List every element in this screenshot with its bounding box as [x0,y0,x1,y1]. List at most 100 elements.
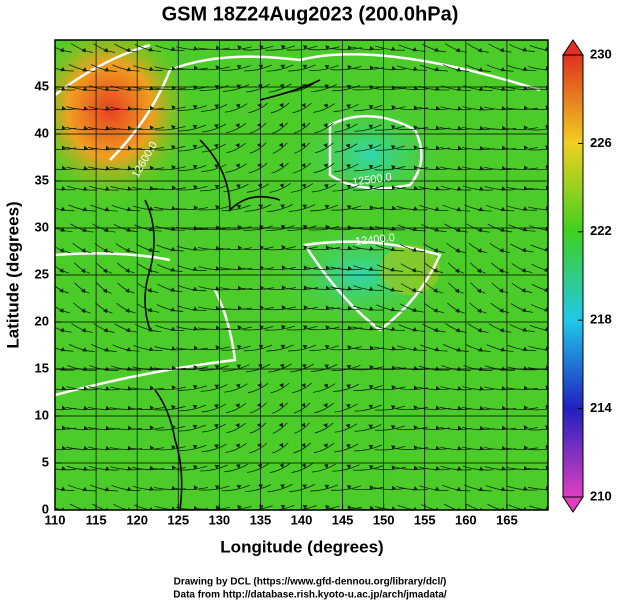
streamline [418,466,450,471]
arrowhead [278,422,284,428]
streamline [246,83,271,93]
arrowhead [369,246,374,251]
arrowhead [302,504,308,510]
arrowhead [476,288,482,294]
arrowhead [214,464,220,470]
arrowhead [279,363,285,369]
streamline [294,142,311,154]
arrowhead [345,123,351,129]
streamline [197,47,231,50]
arrowhead [59,308,64,313]
streamline [137,283,159,293]
streamline [395,107,429,110]
streamline [334,123,358,133]
arrowhead [58,288,64,294]
arrowhead [215,484,220,490]
arrowhead [500,66,506,72]
arrowhead [455,47,461,53]
streamline [292,102,312,114]
arrowhead [193,485,198,491]
streamline [396,447,429,450]
streamline [109,407,143,410]
streamline [74,282,90,294]
streamline [313,163,335,174]
arrowhead [544,326,548,332]
arrowhead [83,125,88,131]
streamline [353,164,383,172]
streamline [314,142,334,154]
streamline [154,66,186,71]
streamline [464,204,492,212]
arrowhead [303,245,308,251]
streamline [271,162,289,174]
arrowhead [435,425,440,431]
streamline [399,243,425,253]
arrowhead [171,65,176,71]
streamline [198,66,230,71]
streamline [111,485,141,491]
arrowhead [192,444,198,450]
streamline [531,263,548,271]
streamline [353,104,383,112]
streamline [330,205,362,211]
streamline [221,345,252,351]
streamline [333,384,359,393]
streamline [154,405,186,411]
arrowhead [457,105,462,111]
arrowhead [325,225,330,230]
arrowhead [323,103,329,109]
arrowhead [435,86,440,91]
arrowhead [499,327,505,333]
arrowhead [61,425,66,431]
streamline [375,425,406,431]
streamline [245,363,271,373]
arrowhead [126,346,132,352]
streamline [418,186,450,191]
streamline [332,464,360,472]
arrowhead [411,287,417,293]
streamline [352,366,384,371]
streamline [89,365,119,371]
arrowhead [499,247,504,253]
streamline [201,163,227,173]
streamline [66,465,98,471]
arrowhead [171,165,176,170]
streamline [508,44,535,52]
streamline [249,422,267,434]
streamline [226,122,247,134]
streamline [242,246,274,251]
arrowhead [149,425,154,431]
arrowhead [192,164,198,170]
arrowhead [323,463,329,469]
streamline [440,446,472,451]
arrowhead [347,325,352,331]
streamline [264,45,296,51]
arrowhead [103,47,109,53]
streamline [224,103,248,113]
arrowhead [369,345,374,351]
arrowhead [435,385,440,391]
arrowhead [82,486,88,492]
streamline [109,147,143,150]
streamline [132,126,165,130]
y-tick-label: 30 [35,219,49,234]
streamline [245,484,272,492]
streamline [334,143,358,153]
arrowhead [215,286,220,291]
arrowhead [412,327,417,332]
streamline [178,144,206,152]
streamline [132,485,164,491]
arrowhead [125,47,131,53]
arrowhead [434,227,439,232]
streamline [398,324,426,332]
arrowhead [83,445,88,451]
arrowhead [59,227,65,232]
arrowhead [479,386,484,391]
arrowhead [347,265,352,271]
arrowhead [479,445,484,451]
arrowhead [479,145,484,151]
streamline [330,66,362,71]
arrowhead [435,405,440,411]
arrowhead [391,85,396,91]
streamline [485,204,515,212]
